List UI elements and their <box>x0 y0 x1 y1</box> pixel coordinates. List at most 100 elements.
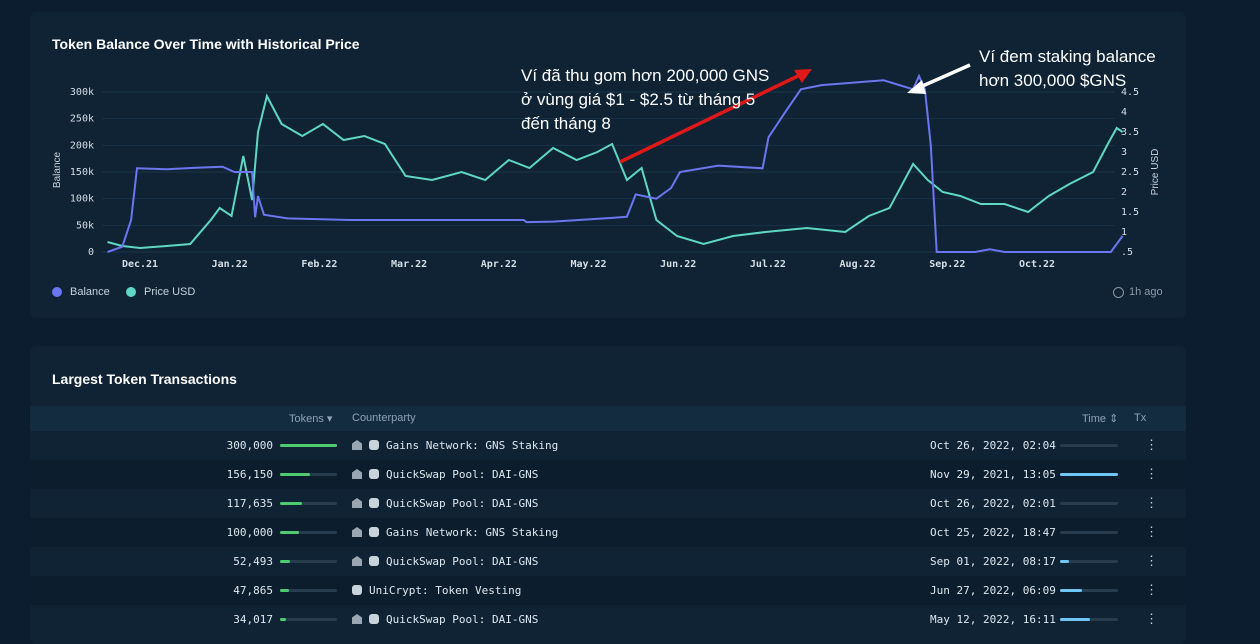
token-share-fill <box>280 473 310 476</box>
left-tick-label: 150k <box>70 167 94 178</box>
counterparty-cell[interactable]: QuickSwap Pool: DAI-GNS <box>352 613 538 626</box>
tx-column-header: Tx <box>1134 412 1147 424</box>
table-row[interactable]: 300,000 Gains Network: GNS Staking Oct 26,… <box>30 431 1186 460</box>
token-share-fill <box>280 531 299 534</box>
right-tick-label: 2 <box>1121 187 1127 198</box>
bank-icon <box>352 440 362 450</box>
robot-icon <box>369 556 379 566</box>
right-tick-label: 3 <box>1121 147 1127 158</box>
token-share-bar <box>280 473 337 476</box>
recency-bar <box>1060 444 1118 447</box>
x-tick-label: Dec.21 <box>122 259 158 270</box>
x-tick-label: May.22 <box>570 259 606 270</box>
more-options-icon[interactable]: ⋮ <box>1145 466 1158 481</box>
largest-transactions-panel: Largest Token Transactions Tokens ▾ Coun… <box>30 346 1186 644</box>
counterparty-name: Gains Network: GNS Staking <box>386 439 559 452</box>
balance-legend-swatch <box>52 287 62 297</box>
x-tick-label: Jun.22 <box>660 259 696 270</box>
more-options-icon[interactable]: ⋮ <box>1145 553 1158 568</box>
token-amount: 34,017 <box>233 613 273 626</box>
counterparty-cell[interactable]: QuickSwap Pool: DAI-GNS <box>352 468 538 481</box>
recency-bar <box>1060 531 1118 534</box>
table-row[interactable]: 117,635 QuickSwap Pool: DAI-GNS Oct 26, 20… <box>30 489 1186 518</box>
token-share-bar <box>280 560 337 563</box>
more-options-icon[interactable]: ⋮ <box>1145 495 1158 510</box>
tx-time: Oct 25, 2022, 18:47 <box>930 526 1056 539</box>
tokens-column-header[interactable]: Tokens ▾ <box>289 413 333 425</box>
recency-bar <box>1060 473 1118 476</box>
recency-bar <box>1060 560 1118 563</box>
right-tick-label: 2.5 <box>1121 167 1139 178</box>
refresh-clock-icon <box>1113 286 1124 298</box>
right-tick-label: 4.5 <box>1121 87 1139 98</box>
table-row[interactable]: 100,000 Gains Network: GNS Staking Oct 25,… <box>30 518 1186 547</box>
counterparty-column-header: Counterparty <box>352 412 416 424</box>
table-row[interactable]: 34,017 QuickSwap Pool: DAI-GNS May 12, 202… <box>30 605 1186 634</box>
right-tick-label: 3.5 <box>1121 127 1139 138</box>
staking-note-line-1: Ví đem staking balance <box>979 47 1156 66</box>
table-row[interactable]: 47,865 UniCrypt: Token Vesting Jun 27, 202… <box>30 576 1186 605</box>
last-updated[interactable]: 1h ago <box>1113 286 1163 298</box>
counterparty-name: QuickSwap Pool: DAI-GNS <box>386 468 539 481</box>
robot-icon <box>369 527 379 537</box>
red-arrow-shaft <box>619 73 801 164</box>
right-tick-label: 1.5 <box>1121 207 1139 218</box>
x-tick-label: Jul.22 <box>750 259 786 270</box>
token-share-fill <box>280 444 337 447</box>
table-row[interactable]: 52,493 QuickSwap Pool: DAI-GNS Sep 01, 202… <box>30 547 1186 576</box>
right-tick-label: 4 <box>1121 107 1127 118</box>
token-share-fill <box>280 589 290 592</box>
recency-fill <box>1060 473 1118 476</box>
red-arrow-head <box>794 69 812 83</box>
more-options-icon[interactable]: ⋮ <box>1145 611 1158 626</box>
x-tick-label: Jan.22 <box>212 259 248 270</box>
last-updated-label: 1h ago <box>1129 286 1163 298</box>
table-row[interactable]: 156,150 QuickSwap Pool: DAI-GNS Nov 29, 20… <box>30 460 1186 489</box>
balance-price-chart[interactable]: 0 50k 100k 150k 200k 250k 300k .5 1 1.5 2 2.5 3 3.5 4… <box>30 12 1186 272</box>
balance-legend-label: Balance <box>70 286 110 298</box>
white-arrow-head <box>907 80 926 94</box>
left-tick-label: 300k <box>70 87 94 98</box>
balance-series-line <box>107 73 1124 253</box>
token-share-fill <box>280 502 303 505</box>
counterparty-name: QuickSwap Pool: DAI-GNS <box>386 497 539 510</box>
time-column-header[interactable]: Time ⇕ <box>1082 413 1119 425</box>
chart-title: Token Balance Over Time with Historical … <box>52 36 360 52</box>
counterparty-cell[interactable]: QuickSwap Pool: DAI-GNS <box>352 497 538 510</box>
legend-price[interactable]: Price USD <box>126 286 195 298</box>
bank-icon <box>352 527 362 537</box>
table-header: Tokens ▾ Counterparty Time ⇕ Tx <box>30 406 1186 431</box>
token-share-fill <box>280 618 287 621</box>
counterparty-cell[interactable]: Gains Network: GNS Staking <box>352 439 558 452</box>
left-axis-label: Balance <box>52 151 63 188</box>
counterparty-name: Gains Network: GNS Staking <box>386 526 559 539</box>
price-legend-label: Price USD <box>144 286 196 298</box>
bank-icon <box>352 556 362 566</box>
robot-icon <box>369 614 379 624</box>
staking-note: Ví đem staking balance hơn 300,000 $GNS <box>979 45 1156 93</box>
counterparty-name: QuickSwap Pool: DAI-GNS <box>386 613 539 626</box>
token-amount: 300,000 <box>226 439 273 452</box>
counterparty-cell[interactable]: Gains Network: GNS Staking <box>352 526 558 539</box>
token-share-bar <box>280 589 337 592</box>
counterparty-cell[interactable]: UniCrypt: Token Vesting <box>352 584 521 597</box>
more-options-icon[interactable]: ⋮ <box>1145 524 1158 539</box>
token-amount: 117,635 <box>226 497 273 510</box>
left-tick-label: 50k <box>76 220 94 231</box>
tx-time: Nov 29, 2021, 13:05 <box>930 468 1056 481</box>
tx-time: Jun 27, 2022, 06:09 <box>930 584 1056 597</box>
legend-balance[interactable]: Balance <box>52 286 110 298</box>
bank-icon <box>352 469 362 479</box>
recency-fill <box>1060 589 1083 592</box>
white-arrow-shaft <box>917 63 971 90</box>
token-share-bar <box>280 618 337 621</box>
tx-time: Oct 26, 2022, 02:01 <box>930 497 1056 510</box>
counterparty-name: QuickSwap Pool: DAI-GNS <box>386 555 539 568</box>
counterparty-cell[interactable]: QuickSwap Pool: DAI-GNS <box>352 555 538 568</box>
tx-time: Oct 26, 2022, 02:04 <box>930 439 1056 452</box>
more-options-icon[interactable]: ⋮ <box>1145 582 1158 597</box>
x-tick-label: Sep.22 <box>929 259 965 270</box>
more-options-icon[interactable]: ⋮ <box>1145 437 1158 452</box>
x-tick-label: Apr.22 <box>481 259 517 270</box>
left-tick-label: 100k <box>70 194 94 205</box>
